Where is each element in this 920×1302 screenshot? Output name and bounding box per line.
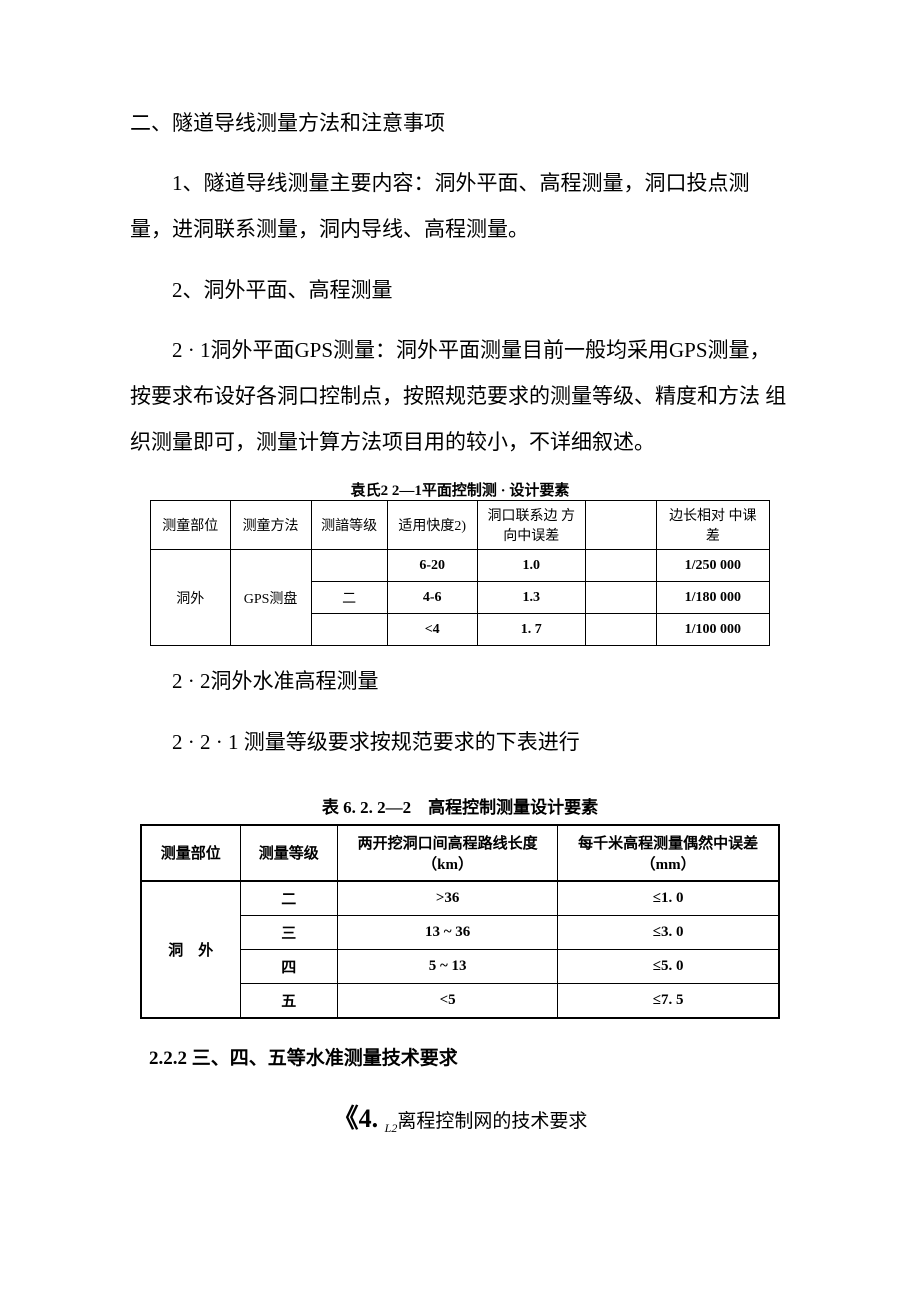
t2-cell: 5 ~ 13 (337, 949, 557, 983)
paragraph-7: 《4. L2离程控制网的技术要求 (130, 1098, 790, 1136)
t1-cell: 1/250 000 (656, 550, 769, 582)
paragraph-2: 2、洞外平面、高程测量 (130, 267, 790, 313)
p7-sub: L2 (385, 1120, 398, 1134)
paragraph-6: 2.2.2 三、四、五等水准测量技术要求 (130, 1043, 790, 1070)
t1-cell: 1.3 (477, 582, 585, 614)
t1-rowspan-c1: 洞外 (151, 550, 231, 646)
table2-header-row: 测量部位 测量等级 两开挖洞口间高程路线长度（km） 每千米高程测量偶然中误差（… (141, 825, 779, 881)
t2-cell: 13 ~ 36 (337, 915, 557, 949)
t2-h-c3: 两开挖洞口间高程路线长度（km） (337, 825, 557, 881)
paragraph-3: 2 · 1洞外平面GPS测量：洞外平面测量目前一般均采用GPS测量，按要求布设好… (130, 327, 790, 466)
section-title: 二、隧道导线测量方法和注意事项 (130, 100, 790, 146)
t1-cell: 1. 7 (477, 614, 585, 646)
t2-cell: <5 (337, 983, 557, 1018)
t1-h-c1: 测童部位 (151, 501, 231, 550)
paragraph-4: 2 · 2洞外水准高程测量 (130, 658, 790, 704)
t1-cell (585, 550, 656, 582)
document-page: 二、隧道导线测量方法和注意事项 1、隧道导线测量主要内容：洞外平面、高程测量，洞… (0, 0, 920, 1302)
t1-h-c5: 洞口联系边 方向中误差 (477, 501, 585, 550)
table-row: 洞外 GPS测盘 6-20 1.0 1/250 000 (151, 550, 770, 582)
table-elevation-control: 测量部位 测量等级 两开挖洞口间高程路线长度（km） 每千米高程测量偶然中误差（… (140, 824, 780, 1019)
t1-cell: 6-20 (387, 550, 477, 582)
t2-cell: ≤1. 0 (558, 881, 779, 916)
t1-cell: <4 (387, 614, 477, 646)
p7-prefix: 《4. (333, 1104, 385, 1133)
paragraph-5: 2 · 2 · 1 测量等级要求按规范要求的下表进行 (130, 719, 790, 765)
table1-header-row: 测童部位 测童方法 测諳等级 适用快度2) 洞口联系边 方向中误差 边长相对 中… (151, 501, 770, 550)
paragraph-1: 1、隧道导线测量主要内容：洞外平面、高程测量，洞口投点测量，进洞联系测量，洞内导… (130, 160, 790, 252)
t1-cell (311, 550, 387, 582)
t2-cell: 五 (240, 983, 337, 1018)
t2-h-c1: 测量部位 (141, 825, 240, 881)
table-row: 洞 外 二 >36 ≤1. 0 (141, 881, 779, 916)
p7-rest: 离程控制网的技术要求 (397, 1111, 587, 1132)
t1-cell (311, 614, 387, 646)
t1-h-c7: 边长相对 中课差 (656, 501, 769, 550)
t1-h-c3: 测諳等级 (311, 501, 387, 550)
t2-cell: ≤5. 0 (558, 949, 779, 983)
t2-h-c4: 每千米高程测量偶然中误差（mm） (558, 825, 779, 881)
t2-rowspan-c1: 洞 外 (141, 881, 240, 1018)
t2-cell: >36 (337, 881, 557, 916)
table2-caption: 表 6. 2. 2—2 高程控制测量设计要素 (130, 793, 790, 818)
t1-h-c4: 适用快度2) (387, 501, 477, 550)
t2-cell: 四 (240, 949, 337, 983)
t1-rowspan-c2: GPS测盘 (230, 550, 311, 646)
t1-cell: 1.0 (477, 550, 585, 582)
t1-cell: 二 (311, 582, 387, 614)
t1-cell (585, 582, 656, 614)
t1-h-c6 (585, 501, 656, 550)
table1-caption: 袁氏2 2—1平面控制测 · 设计要素 (130, 479, 790, 500)
t2-cell: ≤3. 0 (558, 915, 779, 949)
t1-cell: 1/180 000 (656, 582, 769, 614)
t1-h-c2: 测童方法 (230, 501, 311, 550)
table-plane-control: 测童部位 测童方法 测諳等级 适用快度2) 洞口联系边 方向中误差 边长相对 中… (150, 500, 770, 646)
t1-cell: 4-6 (387, 582, 477, 614)
t2-cell: 三 (240, 915, 337, 949)
t1-cell: 1/100 000 (656, 614, 769, 646)
t2-cell: 二 (240, 881, 337, 916)
t2-h-c2: 测量等级 (240, 825, 337, 881)
t1-cell (585, 614, 656, 646)
t2-cell: ≤7. 5 (558, 983, 779, 1018)
